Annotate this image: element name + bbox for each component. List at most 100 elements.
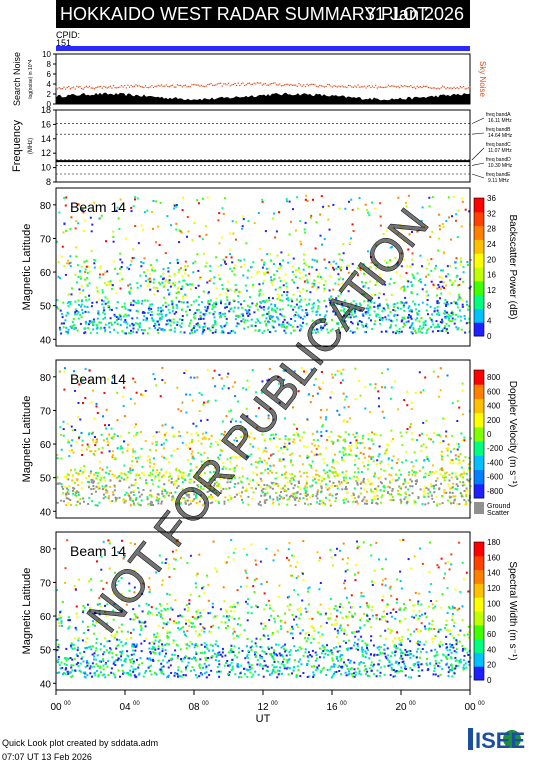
power-cell <box>390 326 392 328</box>
power-colorbar-swatch <box>474 253 484 267</box>
power-cell <box>149 273 151 275</box>
power-cell <box>70 216 72 218</box>
power-cell <box>263 280 265 282</box>
power-cell <box>371 202 373 204</box>
sky-noise-point <box>434 87 435 88</box>
width-cell <box>161 643 163 645</box>
power-cell <box>318 273 320 275</box>
sky-noise-point <box>466 88 467 89</box>
velocity-cell <box>457 485 459 487</box>
power-cell <box>134 301 136 303</box>
power-cell <box>390 311 392 313</box>
power-cell <box>294 320 296 322</box>
velocity-cell <box>161 379 163 381</box>
power-cell <box>292 265 294 267</box>
width-cell <box>91 676 93 678</box>
sky-noise-point <box>87 87 88 88</box>
velocity-cell <box>99 467 101 469</box>
velocity-cell <box>452 486 454 488</box>
velocity-cell <box>281 474 283 476</box>
width-cell <box>369 667 371 669</box>
sky-noise-point <box>126 87 127 88</box>
power-cell <box>272 320 274 322</box>
width-cell <box>103 645 105 647</box>
sky-noise-point <box>255 83 256 84</box>
velocity-cell <box>152 483 154 485</box>
power-cell <box>300 241 302 243</box>
velocity-cell <box>63 435 65 437</box>
width-cell <box>297 649 299 651</box>
width-cell <box>208 664 210 666</box>
sky-noise-point <box>156 86 157 87</box>
power-cell <box>252 286 254 288</box>
velocity-cell <box>380 434 382 436</box>
velocity-cell <box>202 438 204 440</box>
width-cell <box>465 663 467 665</box>
power-cell <box>302 276 304 278</box>
power-cell <box>327 219 329 221</box>
power-cell <box>456 257 458 259</box>
velocity-cell <box>104 424 106 426</box>
power-cell <box>313 280 315 282</box>
power-cell <box>439 297 441 299</box>
velocity-cell <box>441 467 443 469</box>
velocity-cell <box>135 434 137 436</box>
velocity-cell <box>405 493 407 495</box>
power-cell <box>169 329 171 331</box>
velocity-cell <box>100 476 102 478</box>
width-cell <box>316 654 318 656</box>
sky-noise-point <box>214 85 215 86</box>
width-cell <box>446 620 448 622</box>
sky-noise-point <box>79 86 80 87</box>
width-cell <box>195 586 197 588</box>
power-cell <box>170 224 172 226</box>
width-cell <box>302 672 304 674</box>
power-cell <box>429 205 431 207</box>
power-cell <box>417 272 419 274</box>
velocity-cell <box>262 491 264 493</box>
velocity-cell <box>396 462 398 464</box>
velocity-cell <box>132 469 134 471</box>
power-cell <box>405 202 407 204</box>
power-cell <box>91 305 93 307</box>
power-cell <box>419 325 421 327</box>
width-cell <box>278 644 280 646</box>
velocity-cell <box>317 439 319 441</box>
width-cell <box>238 651 240 653</box>
velocity-cell <box>290 495 292 497</box>
power-cell <box>228 310 230 312</box>
width-cell <box>305 651 307 653</box>
power-cell <box>445 299 447 301</box>
width-cell <box>140 657 142 659</box>
velocity-cell <box>156 441 158 443</box>
width-cell <box>185 674 187 676</box>
velocity-cell <box>240 495 242 497</box>
width-cell <box>212 625 214 627</box>
power-cell <box>457 306 459 308</box>
power-cell <box>111 309 113 311</box>
power-cell <box>436 320 438 322</box>
velocity-cell <box>463 499 465 501</box>
velocity-cell <box>347 501 349 503</box>
width-cell <box>206 575 208 577</box>
width-cell <box>92 654 94 656</box>
width-cell <box>249 666 251 668</box>
velocity-cell <box>346 482 348 484</box>
velocity-cell <box>71 439 73 441</box>
power-cell <box>174 327 176 329</box>
width-cell <box>131 658 133 660</box>
power-cell <box>207 300 209 302</box>
power-cell <box>178 241 180 243</box>
velocity-cell <box>409 479 411 481</box>
power-cell <box>133 324 135 326</box>
width-cell <box>346 562 348 564</box>
velocity-cell <box>95 472 97 474</box>
power-cell <box>408 305 410 307</box>
sky-noise-point <box>348 85 349 86</box>
width-cell <box>93 658 95 660</box>
width-cell <box>336 656 338 658</box>
sky-noise-point <box>194 84 195 85</box>
power-cell <box>198 304 200 306</box>
power-cell <box>129 325 131 327</box>
power-cell <box>178 271 180 273</box>
